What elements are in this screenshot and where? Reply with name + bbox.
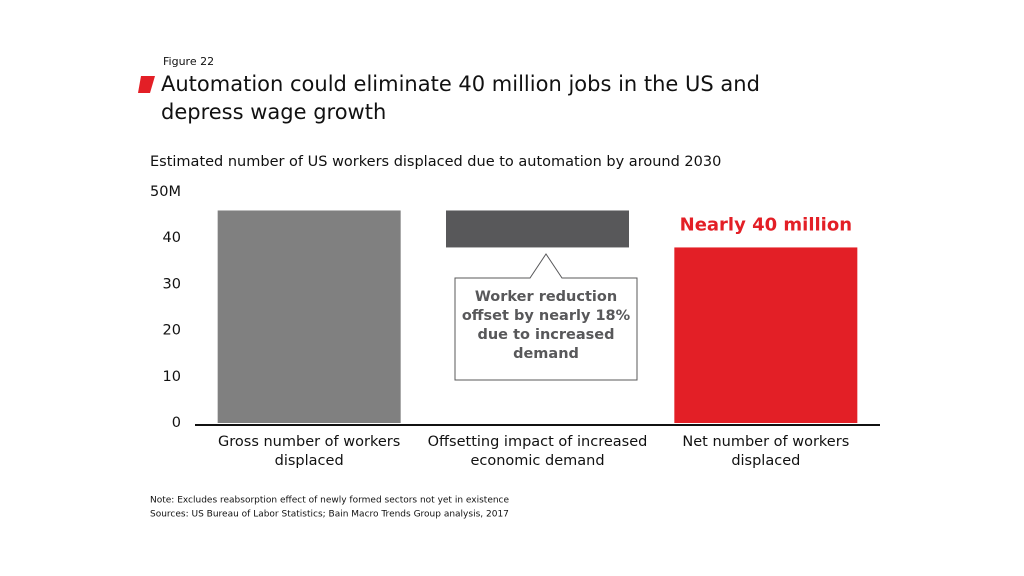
y-tick-label: 10 <box>163 369 181 385</box>
y-tick-label: 0 <box>172 415 181 431</box>
title-marker <box>138 76 155 93</box>
value-annotation: Nearly 40 million <box>680 214 852 235</box>
callout-text: Worker reduction offset by nearly 18% du… <box>461 289 631 362</box>
figure-label: Figure 22 <box>163 55 214 68</box>
y-tick-label: 40 <box>163 230 181 246</box>
callout-text-box: Worker reduction offset by nearly 18% du… <box>461 289 631 362</box>
x-tick-label: Gross number of workers displaced <box>218 434 401 469</box>
chart-title: Automation could eliminate 40 million jo… <box>161 72 760 124</box>
callout-box <box>454 253 638 381</box>
x-label-box: Net number of workers displaced <box>682 434 850 469</box>
chart-subtitle: Estimated number of US workers displaced… <box>150 154 721 170</box>
note: Note: Excludes reabsorption effect of ne… <box>150 496 510 506</box>
y-tick-label: 30 <box>163 276 181 292</box>
x-label-box: Gross number of workers displaced <box>218 434 401 469</box>
x-tick-label: Offsetting impact of increased economic … <box>427 434 648 469</box>
bar <box>674 247 858 423</box>
y-tick-label: 50M <box>150 184 181 200</box>
bar <box>217 210 401 423</box>
y-tick-label: 20 <box>163 323 181 339</box>
title-box: Automation could eliminate 40 million jo… <box>161 72 760 124</box>
x-tick-label: Net number of workers displaced <box>682 434 850 469</box>
x-label-box: Offsetting impact of increased economic … <box>427 434 648 469</box>
bar <box>446 210 629 248</box>
sources: Sources: US Bureau of Labor Statistics; … <box>150 510 509 520</box>
